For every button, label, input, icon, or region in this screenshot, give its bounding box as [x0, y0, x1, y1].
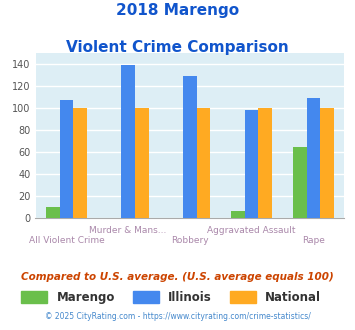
Bar — [245, 110, 258, 218]
Bar — [46, 207, 60, 218]
Bar — [231, 211, 245, 218]
Text: © 2025 CityRating.com - https://www.cityrating.com/crime-statistics/: © 2025 CityRating.com - https://www.city… — [45, 312, 310, 321]
Text: All Violent Crime: All Violent Crime — [28, 236, 104, 245]
Bar — [320, 108, 334, 218]
Text: Compared to U.S. average. (U.S. average equals 100): Compared to U.S. average. (U.S. average … — [21, 272, 334, 282]
Bar — [197, 108, 210, 218]
Text: Aggravated Assault: Aggravated Assault — [207, 226, 296, 235]
Bar — [293, 148, 307, 218]
Text: Murder & Mans...: Murder & Mans... — [89, 226, 167, 235]
Bar — [135, 108, 148, 218]
Bar — [121, 65, 135, 218]
Legend: Marengo, Illinois, National: Marengo, Illinois, National — [17, 286, 326, 309]
Text: Rape: Rape — [302, 236, 325, 245]
Bar — [258, 108, 272, 218]
Text: Robbery: Robbery — [171, 236, 209, 245]
Text: 2018 Marengo: 2018 Marengo — [116, 3, 239, 18]
Bar — [73, 108, 87, 218]
Bar — [60, 100, 73, 218]
Text: Violent Crime Comparison: Violent Crime Comparison — [66, 40, 289, 54]
Bar — [183, 76, 197, 218]
Bar — [307, 98, 320, 218]
